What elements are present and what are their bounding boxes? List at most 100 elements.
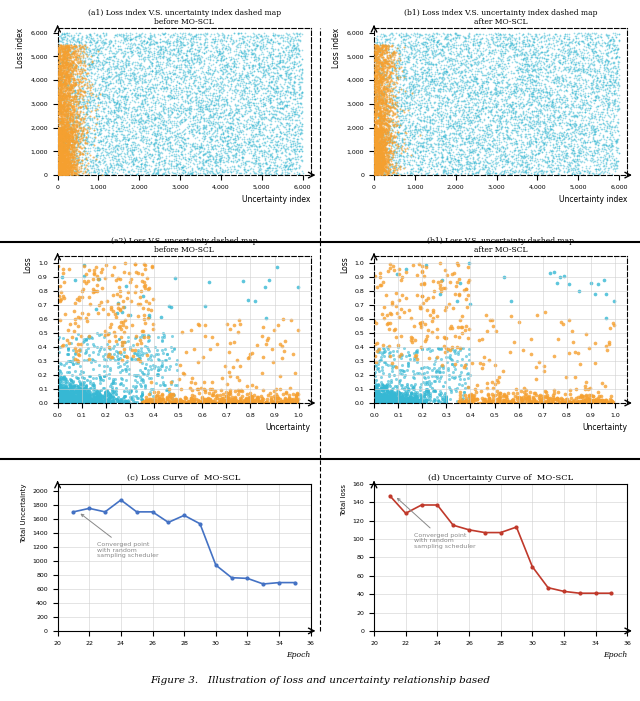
- Point: [529, 41, 540, 53]
- Point: [388, 108, 398, 119]
- Point: [264, 156, 275, 167]
- Point: [373, 72, 383, 83]
- Point: [372, 141, 382, 152]
- Point: [134, 151, 145, 163]
- Point: [276, 133, 287, 144]
- Point: [471, 74, 481, 85]
- Point: [529, 169, 540, 180]
- Point: [138, 123, 148, 134]
- Point: [210, 155, 220, 166]
- Point: [370, 397, 380, 408]
- Point: [77, 73, 88, 84]
- Point: [393, 39, 403, 50]
- Point: [201, 397, 211, 408]
- Point: [94, 136, 104, 147]
- Point: [422, 125, 433, 137]
- Point: [187, 144, 197, 156]
- Point: [246, 60, 257, 71]
- Point: [56, 128, 67, 139]
- Point: [540, 91, 550, 102]
- Point: [169, 101, 179, 112]
- Point: [124, 98, 134, 109]
- Point: [214, 155, 225, 166]
- Point: [69, 137, 79, 149]
- Point: [63, 134, 74, 145]
- Point: [58, 139, 68, 151]
- Point: [56, 126, 67, 137]
- Point: [387, 161, 397, 172]
- Point: [465, 116, 476, 128]
- Point: [428, 35, 438, 46]
- Point: [380, 130, 390, 142]
- Point: [579, 119, 589, 130]
- Point: [189, 74, 199, 86]
- Point: [380, 128, 390, 139]
- Point: [505, 116, 515, 128]
- Point: [147, 161, 157, 172]
- Point: [57, 64, 67, 76]
- Point: [566, 156, 577, 168]
- Point: [153, 88, 163, 100]
- Point: [372, 67, 382, 78]
- Point: [381, 136, 392, 147]
- Point: [401, 39, 411, 50]
- Point: [65, 395, 76, 407]
- Point: [578, 115, 588, 126]
- Point: [104, 391, 114, 402]
- Point: [404, 137, 415, 148]
- Point: [370, 157, 380, 168]
- Point: [404, 116, 414, 128]
- Point: [118, 302, 129, 313]
- Point: [414, 394, 424, 405]
- Point: [56, 388, 66, 399]
- Point: [398, 69, 408, 81]
- Point: [394, 120, 404, 131]
- Point: [554, 117, 564, 128]
- Point: [77, 33, 87, 44]
- Point: [71, 390, 81, 402]
- Point: [420, 46, 431, 57]
- Point: [388, 393, 398, 404]
- Point: [63, 123, 73, 134]
- Point: [428, 169, 438, 180]
- Point: [381, 98, 391, 109]
- Point: [413, 36, 423, 48]
- Point: [522, 396, 532, 407]
- Point: [67, 394, 77, 405]
- Point: [476, 62, 486, 73]
- Point: [387, 63, 397, 74]
- Point: [390, 161, 401, 172]
- Point: [426, 127, 436, 138]
- Point: [271, 102, 282, 113]
- Point: [261, 396, 271, 407]
- Point: [282, 53, 292, 64]
- Point: [81, 41, 92, 53]
- Point: [60, 151, 70, 163]
- Point: [431, 157, 441, 168]
- Point: [93, 88, 104, 100]
- Point: [59, 97, 69, 108]
- Point: [466, 137, 476, 148]
- Point: [126, 42, 136, 53]
- Point: [389, 57, 399, 68]
- Point: [141, 62, 152, 73]
- Point: [127, 144, 138, 155]
- Point: [58, 43, 68, 54]
- Point: [399, 395, 409, 407]
- Point: [65, 97, 75, 108]
- Point: [516, 154, 527, 165]
- Point: [215, 45, 225, 56]
- Point: [422, 330, 433, 341]
- Point: [174, 162, 184, 173]
- Point: [75, 147, 85, 158]
- Point: [535, 47, 545, 58]
- Point: [495, 40, 505, 51]
- Point: [61, 70, 71, 81]
- Point: [397, 397, 407, 408]
- Point: [253, 79, 263, 90]
- Point: [134, 100, 145, 111]
- Point: [374, 134, 384, 145]
- Point: [369, 116, 380, 128]
- Point: [54, 161, 64, 172]
- Point: [417, 316, 427, 327]
